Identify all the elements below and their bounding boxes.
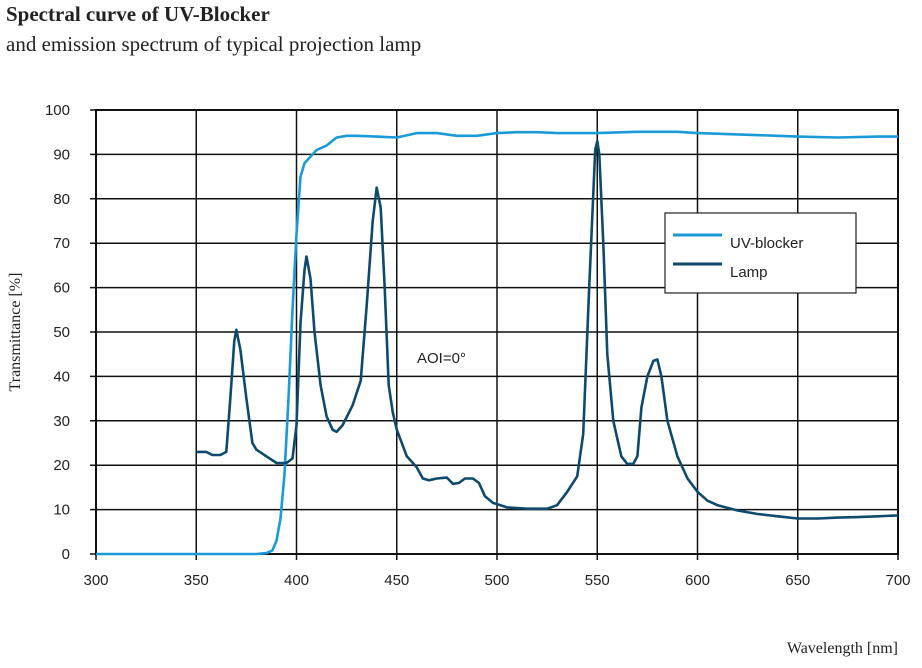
y-tick-label: 100 (45, 102, 70, 119)
y-tick-label: 70 (53, 235, 70, 252)
y-tick-label: 20 (53, 457, 70, 474)
legend-label-uv-blocker: UV-blocker (730, 235, 803, 252)
legend-box (664, 212, 857, 294)
y-tick-label: 30 (53, 413, 70, 430)
y-tick-label: 80 (53, 191, 70, 208)
legend-label-lamp: Lamp (730, 264, 768, 281)
x-tick-label: 700 (885, 572, 910, 589)
y-tick-label: 40 (53, 368, 70, 385)
x-tick-label: 400 (284, 572, 309, 589)
x-tick-label: 600 (685, 572, 710, 589)
x-axis-label: Wavelength [nm] (787, 640, 898, 657)
series-line-lamp (196, 139, 899, 520)
x-tick-label: 650 (785, 572, 810, 589)
y-tick-label: 90 (53, 146, 70, 163)
y-tick-label: 60 (53, 280, 70, 297)
x-tick-label: 350 (184, 572, 209, 589)
series-lines (96, 130, 899, 556)
grid (90, 109, 899, 560)
x-tick-label: 300 (83, 572, 108, 589)
y-tick-label: 50 (53, 324, 70, 341)
series-line-uv-blocker (96, 130, 898, 556)
chart-title: Spectral curve of UV-Blocker (6, 2, 270, 26)
plot-frame (95, 109, 899, 555)
y-tick-label: 10 (53, 502, 70, 519)
x-tick-label: 450 (384, 572, 409, 589)
chart-subtitle: and emission spectrum of typical project… (6, 32, 422, 56)
legend: UV-blocker Lamp (664, 212, 857, 294)
x-tick-label: 550 (585, 572, 610, 589)
tick-labels: 300 350 400 450 500 550 600 650 700 0 10 20 30 40 50 60… (45, 102, 911, 589)
x-tick-label: 500 (484, 572, 509, 589)
y-axis-label: Transmittance [%] (7, 273, 24, 392)
aoi-annotation: AOI=0° (417, 350, 466, 367)
y-tick-label: 0 (62, 546, 70, 563)
